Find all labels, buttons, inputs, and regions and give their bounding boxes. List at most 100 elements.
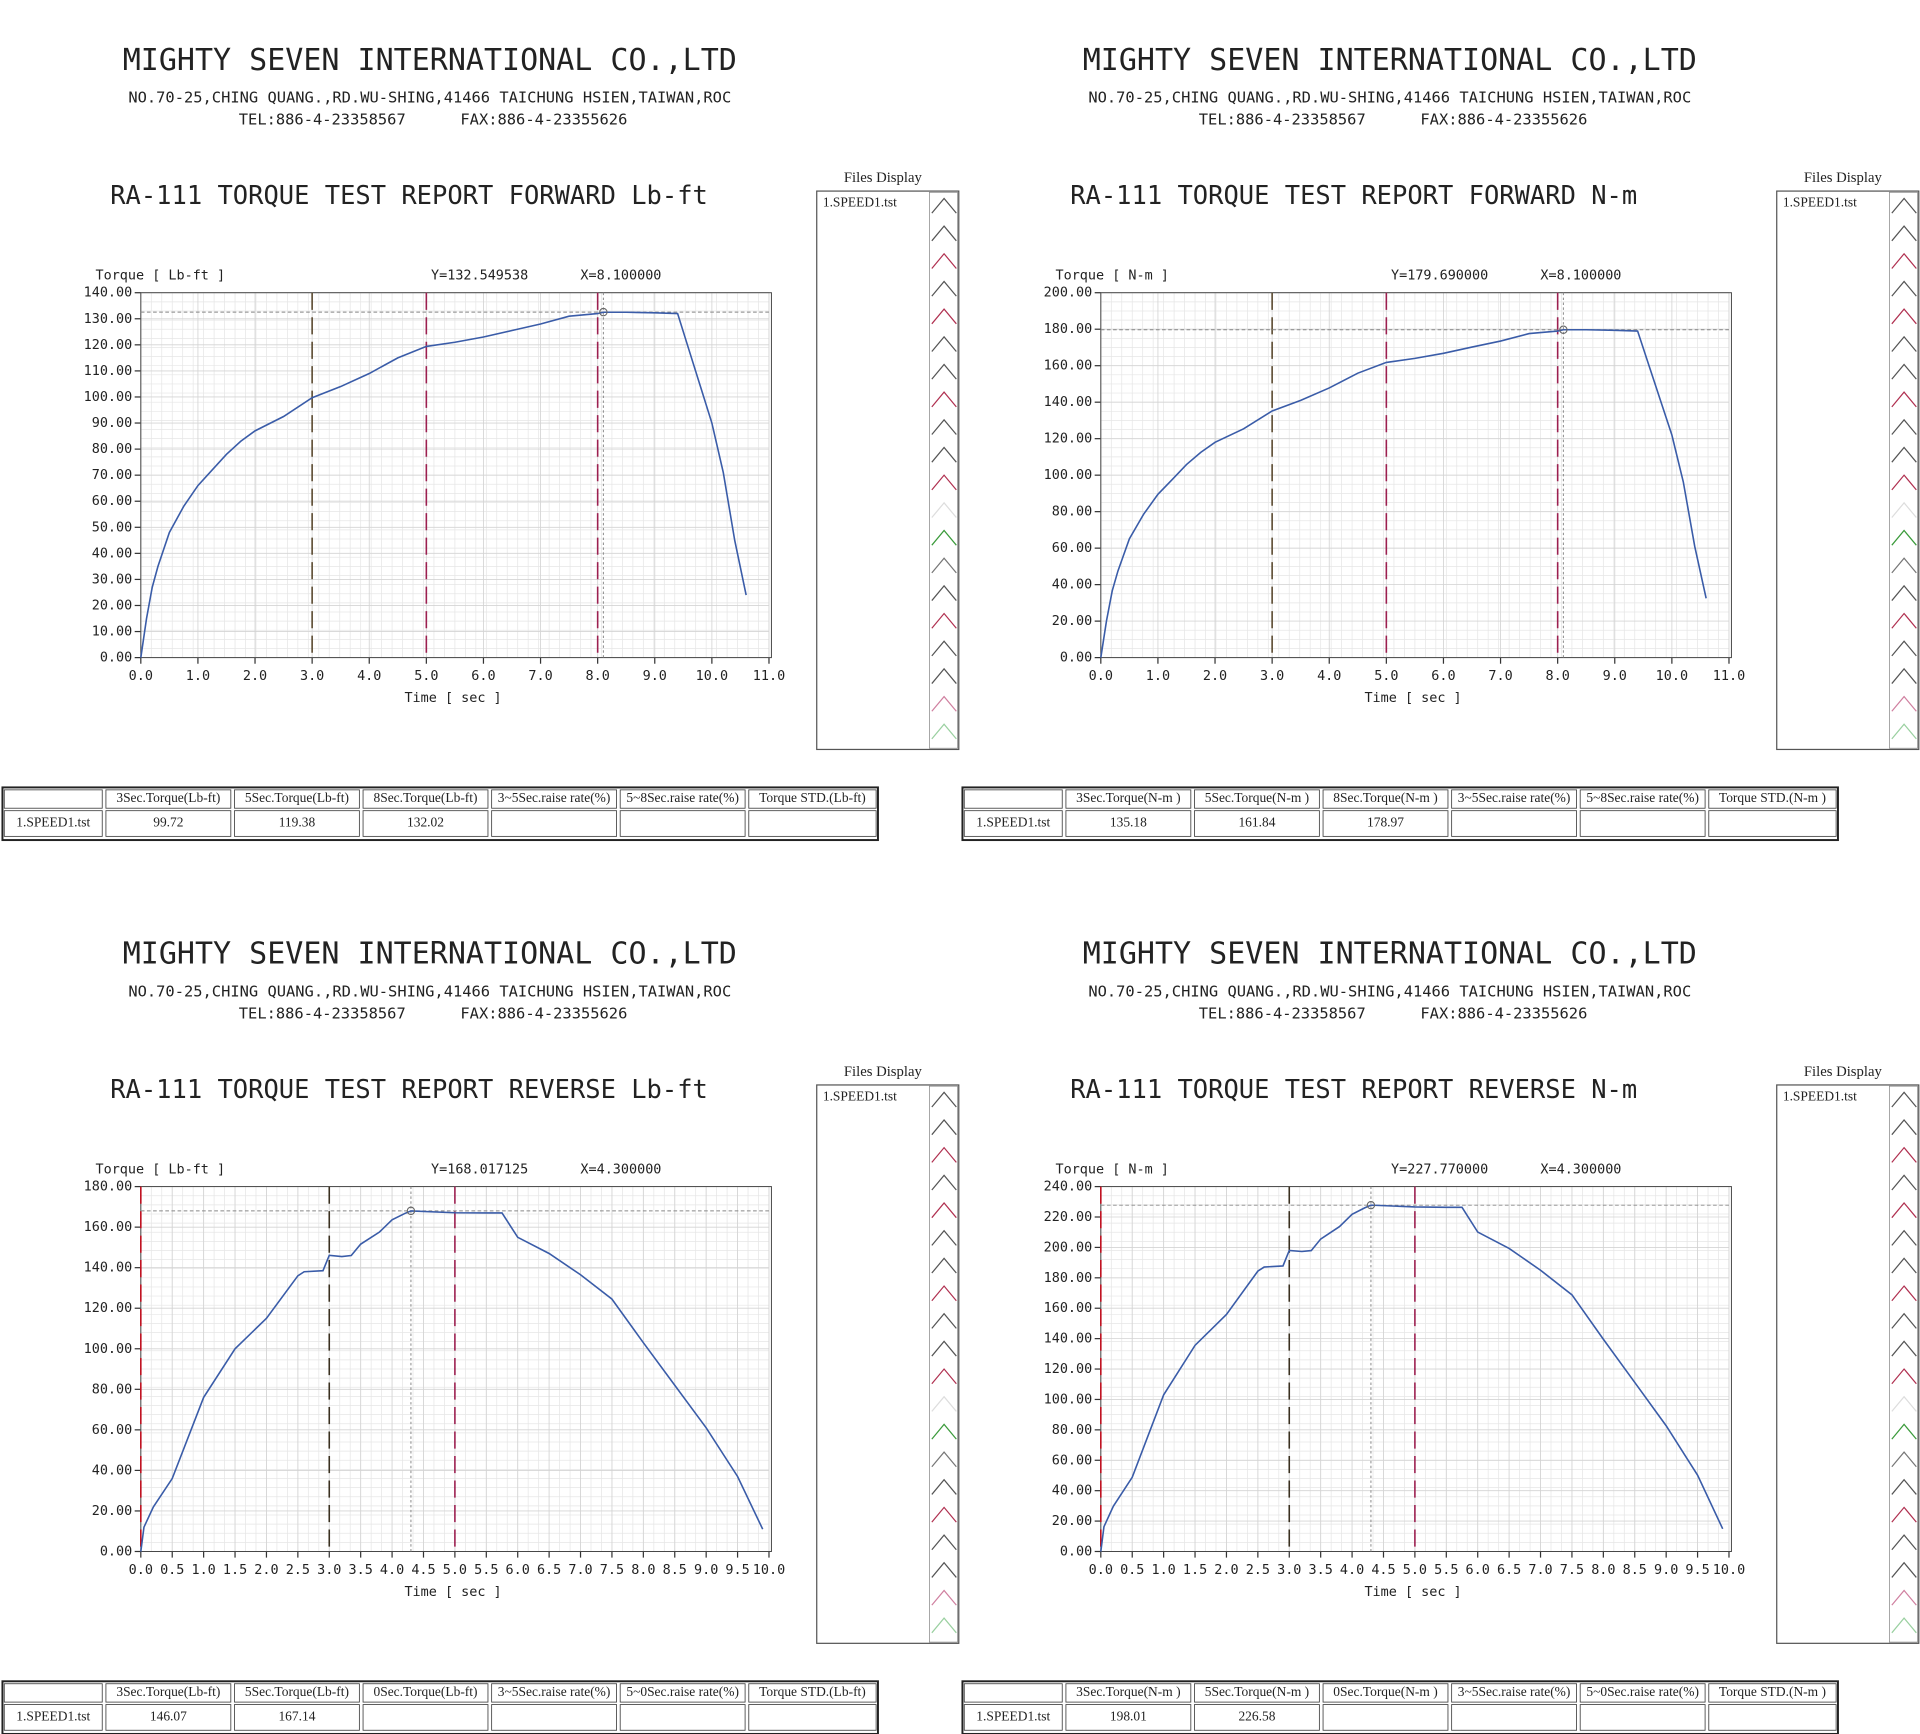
file-icon [931, 723, 957, 740]
y-tick-label: 60.00 [1052, 541, 1093, 556]
y-tick-label: 80.00 [92, 442, 133, 457]
table-cell [1708, 789, 1837, 809]
y-tick-label: 80.00 [92, 1382, 133, 1397]
company-tel: TEL:886-4-23358567 [1199, 1004, 1366, 1022]
y-tick-label: 20.00 [1052, 1514, 1093, 1529]
y-tick-label: 140.00 [84, 286, 133, 301]
file-name: 1.SPEED1.tst [823, 1088, 897, 1103]
x-tick-label: 6.0 [1466, 1563, 1490, 1578]
file-icon [931, 1285, 957, 1302]
file-icon [931, 1561, 957, 1578]
table-header: 3~5Sec.raise rate(%) [498, 790, 611, 805]
files-strip [929, 191, 958, 749]
x-tick-label: 10.0 [753, 1563, 785, 1578]
table-cell-text: 178.97 [1367, 815, 1404, 830]
x-tick-label: 6.0 [506, 1563, 530, 1578]
file-icon [1891, 1340, 1917, 1357]
table-cell [1451, 810, 1577, 837]
file-icon [1891, 612, 1917, 629]
table-cell [1451, 789, 1577, 809]
table-cell [1451, 1704, 1577, 1731]
torque-line [140, 1210, 764, 1552]
report-panel: MIGHTY SEVEN INTERNATIONAL CO.,LTD NO.70-… [961, 937, 1920, 1734]
x-tick-label: 3.5 [1309, 1563, 1333, 1578]
table-cell [234, 810, 360, 837]
x-tick-label: 7.5 [1560, 1563, 1584, 1578]
x-tick-label: 6.5 [1497, 1563, 1521, 1578]
table-cell [362, 810, 489, 837]
x-axis-label: Time [ sec ] [404, 1585, 501, 1600]
files-display-title: Files Display [1804, 170, 1883, 186]
files-strip [1889, 191, 1918, 749]
table-cell [619, 810, 746, 837]
y-tick-label: 10.00 [92, 625, 133, 640]
file-icon [931, 695, 957, 712]
company-fax: FAX:886-4-23355626 [1420, 1004, 1587, 1022]
table-header: 5Sec.Torque(N-m ) [1205, 1684, 1309, 1699]
y-axis-label: Torque [ N-m ] [1056, 1162, 1169, 1177]
y-tick-label: 140.00 [84, 1261, 133, 1276]
y-tick-label: 30.00 [92, 572, 133, 587]
x-tick-label: 0.5 [1120, 1563, 1144, 1578]
table-cell-text: 99.72 [153, 815, 183, 830]
torque-line [1100, 328, 1707, 658]
file-icon [1891, 1617, 1917, 1634]
table-header: 5~0Sec.raise rate(%) [626, 1684, 739, 1699]
x-tick-label: 8.5 [663, 1563, 687, 1578]
file-icon [1891, 280, 1917, 297]
y-tick-label: 40.00 [92, 546, 133, 561]
y-tick-label: 60.00 [92, 494, 133, 509]
x-tick-label: 11.0 [1713, 669, 1745, 684]
table-cell [105, 1704, 232, 1731]
table-cell [1322, 810, 1449, 837]
file-icon [1891, 474, 1917, 491]
y-tick-label: 180.00 [84, 1180, 133, 1195]
y-axis-label: Torque [ Lb-ft ] [96, 1162, 226, 1177]
x-tick-label: 6.5 [537, 1563, 561, 1578]
table-cell [619, 1683, 746, 1703]
file-icon [1891, 1534, 1917, 1551]
file-icon [1891, 1368, 1917, 1385]
file-icon [1891, 1423, 1917, 1440]
file-icon [1891, 1312, 1917, 1329]
table-cell [1708, 810, 1837, 837]
x-tick-label: 9.0 [643, 669, 667, 684]
file-icon [931, 1451, 957, 1468]
table-cell [1322, 1704, 1449, 1731]
table-cell [3, 810, 103, 837]
x-tick-label: 1.5 [1183, 1563, 1207, 1578]
x-tick-label: 1.0 [1146, 669, 1170, 684]
table-header: 3Sec.Torque(N-m ) [1076, 790, 1180, 805]
x-tick-label: 8.0 [586, 669, 610, 684]
company-address: NO.70-25,CHING QUANG.,RD.WU-SHING,41466 … [128, 982, 731, 1000]
y-tick-label: 110.00 [84, 364, 133, 379]
y-tick-label: 100.00 [1044, 1392, 1093, 1407]
plot-frame [140, 292, 772, 659]
x-tick-label: 1.0 [191, 1563, 215, 1578]
file-icon [931, 1257, 957, 1274]
y-tick-label: 60.00 [1052, 1453, 1093, 1468]
table-header: 5~8Sec.raise rate(%) [626, 790, 739, 805]
table-header: 3Sec.Torque(Lb-ft) [116, 790, 220, 805]
table-cell [234, 789, 360, 809]
file-icon [1891, 695, 1917, 712]
table-header: 5~8Sec.raise rate(%) [1586, 790, 1699, 805]
x-tick-label: 2.0 [243, 669, 267, 684]
file-icon [931, 1202, 957, 1219]
x-tick-label: 5.5 [474, 1563, 498, 1578]
files-display-title: Files Display [844, 170, 923, 186]
file-icon [1891, 1091, 1917, 1108]
company-fax: FAX:886-4-23355626 [1420, 111, 1587, 129]
table-cell [1194, 789, 1320, 809]
y-tick-label: 20.00 [92, 598, 133, 613]
cursor-point [1366, 1200, 1376, 1210]
table-cell [748, 789, 877, 809]
file-icon [931, 335, 957, 352]
x-tick-label: 3.0 [1277, 1563, 1301, 1578]
file-icon [931, 446, 957, 463]
file-icon [1891, 197, 1917, 214]
file-icon [1891, 1257, 1917, 1274]
x-tick-label: 3.0 [300, 669, 324, 684]
y-tick-label: 220.00 [1044, 1210, 1093, 1225]
